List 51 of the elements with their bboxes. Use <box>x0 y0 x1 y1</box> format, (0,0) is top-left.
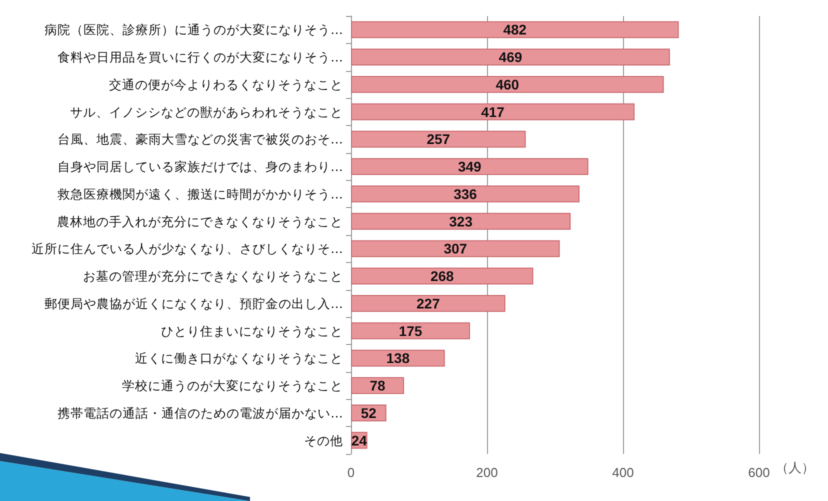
data-label: 417 <box>481 104 505 120</box>
y-tick-label: 学校に通うのが大変になりそうなこと <box>122 378 343 394</box>
data-label: 175 <box>398 322 422 339</box>
bar <box>351 294 506 312</box>
bar <box>351 322 470 340</box>
y-tick-label: サル、イノシシなどの獣があらわれそうなこと <box>70 104 343 120</box>
y-tick-label: 自身や同居している家族だけでは、身のまわり… <box>58 159 343 174</box>
bar <box>351 377 404 394</box>
x-tick-label: 0 <box>347 465 355 480</box>
y-tick-label: 携帯電話の通話・通信のための電波が届かない… <box>58 405 343 420</box>
x-axis-title: （人） <box>776 461 815 476</box>
data-label: 138 <box>386 350 410 366</box>
data-label: 336 <box>454 186 478 202</box>
bar <box>351 130 526 148</box>
y-tick-label: 近所に住んでいる人が少なくなり、さびしくなりそ… <box>32 241 343 256</box>
data-label: 268 <box>430 268 454 284</box>
bar <box>351 185 580 202</box>
bar <box>351 158 588 176</box>
bar <box>351 240 560 258</box>
y-tick-label: 郵便局や農協が近くになくなり、預貯金の出し入… <box>44 296 343 311</box>
data-label: 349 <box>458 158 482 175</box>
bar <box>351 76 664 93</box>
data-label: 482 <box>503 22 527 38</box>
y-tick-label: ひとり住まいになりそうなこと <box>161 323 343 338</box>
y-tick-label: 台風、地震、豪雨大雪などの災害で被災のおそ… <box>58 132 343 147</box>
data-label: 227 <box>416 295 440 312</box>
y-tick-label: 交通の便が今よりわるくなりそうなこと <box>109 76 343 92</box>
y-tick-label: 近くに働き口がなくなりそうなこと <box>135 350 343 366</box>
bar <box>351 48 670 66</box>
y-tick-label: 食料や日用品を買いに行くのが大変になりそう… <box>58 50 343 65</box>
bar <box>351 268 534 285</box>
y-tick-label: 病院（医院、診療所）に通うのが大変になりそう… <box>44 22 343 38</box>
data-label: 257 <box>426 131 450 148</box>
data-label: 323 <box>449 213 473 230</box>
x-tick-label: 200 <box>476 465 498 480</box>
bar <box>351 212 571 230</box>
data-label: 307 <box>444 240 468 257</box>
bar <box>351 350 445 367</box>
x-tick-label: 400 <box>612 465 634 480</box>
data-label: 460 <box>496 76 520 92</box>
data-label: 469 <box>498 49 522 66</box>
x-tick-label: 600 <box>748 465 770 480</box>
y-tick-label: お墓の管理が充分にできなくなりそうなこと <box>83 268 343 284</box>
data-label: 78 <box>370 378 386 394</box>
data-label: 52 <box>360 404 377 421</box>
bar <box>351 21 679 38</box>
y-tick-label: 農林地の手入れが充分にできなくなりそうなこと <box>57 214 343 229</box>
y-tick-label: 救急医療機関が遠く、搬送に時間がかかりそう… <box>56 186 343 202</box>
bar <box>351 103 635 120</box>
y-tick-label: その他 <box>304 432 343 448</box>
data-label: 24 <box>351 432 368 448</box>
